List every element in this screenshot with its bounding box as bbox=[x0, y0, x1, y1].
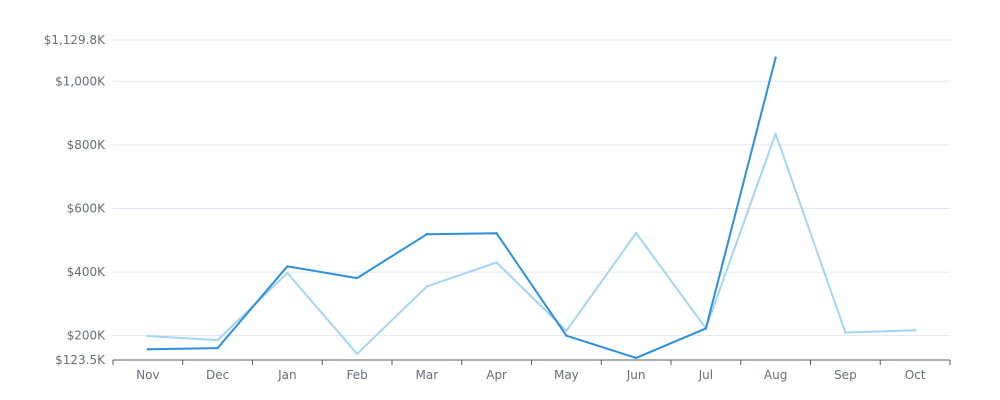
y-axis-labels: $123.5K $200K $400K $600K $800K $1,000K $1,129… bbox=[44, 33, 106, 367]
gridlines bbox=[113, 39, 950, 337]
data-point bbox=[565, 329, 568, 333]
data-point bbox=[286, 271, 289, 275]
x-tick-label: Jun bbox=[626, 368, 646, 382]
data-point bbox=[565, 334, 568, 337]
data-point bbox=[146, 334, 150, 338]
data-point bbox=[425, 233, 429, 236]
series-layer bbox=[146, 56, 917, 360]
y-tick-label: $200K bbox=[67, 329, 107, 343]
data-point bbox=[355, 276, 359, 280]
data-point bbox=[216, 346, 219, 350]
axes bbox=[112, 359, 951, 365]
y-tick-label: $600K bbox=[67, 201, 107, 215]
x-tick-label: Feb bbox=[347, 368, 368, 382]
data-point bbox=[704, 327, 708, 330]
data-point bbox=[634, 356, 638, 360]
data-point bbox=[495, 261, 498, 264]
x-tick-label: Sep bbox=[834, 368, 857, 382]
x-tick-label: Aug bbox=[764, 368, 787, 382]
data-point bbox=[355, 352, 359, 355]
y-tick-label: $1,129.8K bbox=[44, 33, 106, 47]
y-tick-label: $400K bbox=[67, 265, 107, 279]
y-tick-label: $1,000K bbox=[55, 74, 106, 88]
series-line-2 bbox=[146, 132, 917, 355]
data-point bbox=[216, 338, 219, 342]
data-point bbox=[146, 348, 150, 351]
x-tick-label: Dec bbox=[206, 368, 229, 382]
x-tick-label: Jul bbox=[698, 368, 713, 382]
data-point bbox=[844, 331, 847, 334]
x-tick-label: Nov bbox=[136, 368, 159, 382]
x-tick-label: Oct bbox=[905, 368, 926, 382]
x-axis-labels: Nov Dec Jan Feb Mar Apr May Jun Jul Aug Sep Oct bbox=[136, 368, 926, 382]
y-tick-label: $123.5K bbox=[55, 353, 106, 367]
data-point bbox=[425, 285, 429, 288]
data-point bbox=[774, 132, 777, 135]
y-tick-label: $800K bbox=[67, 138, 107, 152]
x-tick-label: May bbox=[554, 368, 579, 382]
data-point bbox=[774, 56, 777, 59]
x-tick-label: Apr bbox=[486, 368, 507, 382]
data-point bbox=[286, 265, 289, 268]
x-tick-label: Mar bbox=[416, 368, 439, 382]
data-point bbox=[634, 231, 638, 235]
series-line-1 bbox=[146, 56, 777, 359]
data-point bbox=[495, 232, 498, 235]
x-tick-label: Jan bbox=[277, 368, 297, 382]
data-point bbox=[913, 329, 917, 332]
